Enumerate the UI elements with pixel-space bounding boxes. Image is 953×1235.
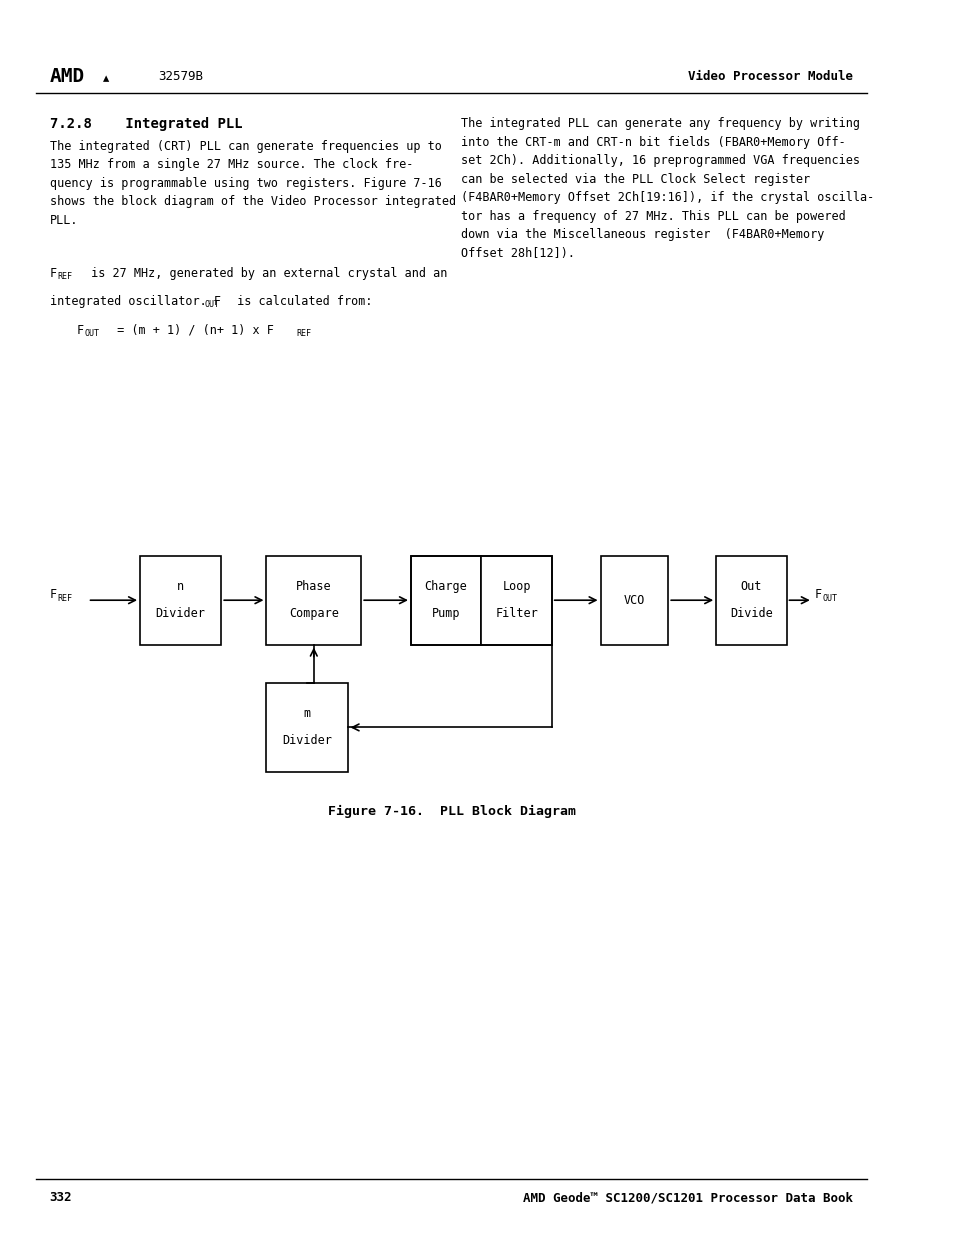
Text: Out: Out [740,580,761,593]
Text: 332: 332 [50,1192,72,1204]
Text: VCO: VCO [623,594,644,606]
Bar [411,556,551,645]
Text: The integrated PLL can generate any frequency by writing
into the CRT-m and CRT-: The integrated PLL can generate any freq… [460,117,873,259]
Text: integrated oscillator. F: integrated oscillator. F [50,295,220,309]
Text: AMD Geode™ SC1200/SC1201 Processor Data Book: AMD Geode™ SC1200/SC1201 Processor Data … [523,1192,853,1204]
Bar [140,556,221,645]
Text: Charge: Charge [424,580,467,593]
Text: is 27 MHz, generated by an external crystal and an: is 27 MHz, generated by an external crys… [84,267,447,280]
Text: 7.2.8    Integrated PLL: 7.2.8 Integrated PLL [50,117,242,131]
Text: is calculated from:: is calculated from: [230,295,373,309]
Text: Divide: Divide [729,608,772,620]
Text: ▴: ▴ [103,72,109,85]
Text: Compare: Compare [289,608,338,620]
Text: OUT: OUT [205,300,220,309]
Text: 32579B: 32579B [158,70,203,83]
Bar [266,683,347,772]
Text: Loop: Loop [502,580,530,593]
Text: Video Processor Module: Video Processor Module [688,70,853,83]
Text: Divider: Divider [155,608,205,620]
Text: n: n [177,580,184,593]
Text: F: F [50,588,57,600]
Text: Filter: Filter [495,608,537,620]
Text: OUT: OUT [85,329,100,337]
Text: REF: REF [58,594,72,604]
Text: REF: REF [58,272,72,280]
Bar [411,556,481,645]
Text: Divider: Divider [282,735,332,747]
Text: The integrated (CRT) PLL can generate frequencies up to
135 MHz from a single 27: The integrated (CRT) PLL can generate fr… [50,140,456,226]
Bar [481,556,551,645]
Text: REF: REF [295,329,311,337]
Text: F: F [50,267,57,280]
Text: = (m + 1) / (n+ 1) x F: = (m + 1) / (n+ 1) x F [110,324,274,337]
Bar [716,556,785,645]
Text: Phase: Phase [295,580,332,593]
Text: Figure 7-16.  PLL Block Diagram: Figure 7-16. PLL Block Diagram [327,805,575,819]
Text: F: F [814,588,821,600]
Bar [266,556,361,645]
Text: F: F [76,324,84,337]
Text: OUT: OUT [821,594,837,604]
Text: Pump: Pump [432,608,460,620]
Text: AMD: AMD [50,67,85,86]
Bar [599,556,667,645]
Text: m: m [303,708,311,720]
